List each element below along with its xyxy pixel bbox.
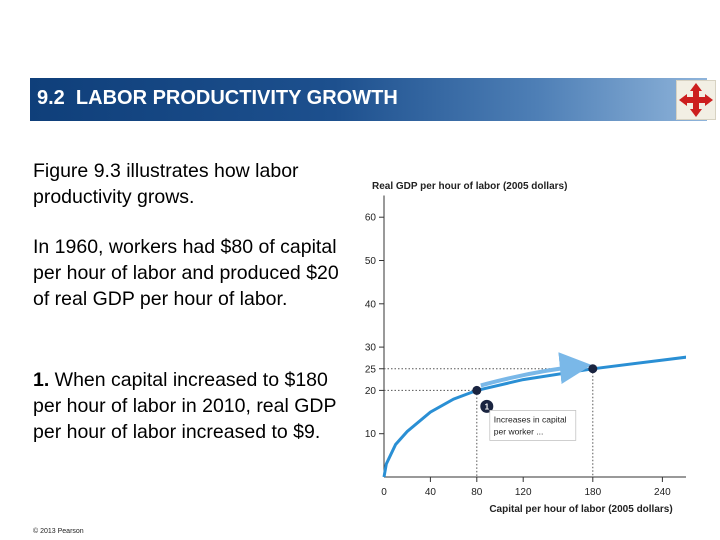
step-text: When capital increased to $180 per hour … [33,369,337,443]
y-tick-label: 40 [365,299,377,310]
x-tick-label: 80 [471,487,483,498]
annotation-marker [480,399,494,413]
paragraph-2010: 1. When capital increased to $180 per ho… [33,367,353,445]
chart-title: Real GDP per hour of labor (2005 dollars… [372,181,567,192]
x-tick-label: 180 [584,487,601,498]
four-way-arrows-icon [679,83,713,117]
x-tick-label: 120 [515,487,532,498]
pc0-curve [382,355,686,478]
y-tick-label: 60 [365,213,377,224]
title-bar: 9.2 LABOR PRODUCTIVITY GROWTH [30,78,707,121]
annotation-number: 1 [485,402,490,411]
annotation-callout: 1 Increases in capital per worker ... [480,399,577,441]
slide-title: 9.2 LABOR PRODUCTIVITY GROWTH [37,87,398,109]
shift-arrow [480,352,592,388]
copyright: © 2013 Pearson [33,528,84,535]
x-tick-label: 40 [425,487,437,498]
paragraph-1960: In 1960, workers had $80 of capital per … [33,236,339,310]
annotation-line1: Increases in capital [494,414,567,424]
y-tick-label: 25 [365,364,377,375]
y-tick-label: 50 [365,256,377,267]
data-point [472,385,482,395]
productivity-chart: Real GDP per hour of labor (2005 dollars… [365,181,686,515]
x-tick-label: 240 [654,487,671,498]
y-tick-label: 20 [365,386,377,397]
step-number: 1. [33,369,50,391]
annotation-box [489,410,577,441]
x-tick-label: 0 [381,487,387,498]
data-point [588,364,598,374]
y-tick-label: 10 [365,429,377,440]
paragraph-intro: Figure 9.3 illustrates how labor product… [33,160,299,208]
y-tick-label: 30 [365,343,377,354]
annotation-line2: per worker ... [494,426,544,436]
x-axis-label: Capital per hour of labor (2005 dollars) [489,504,672,515]
navigation-button[interactable] [676,80,716,120]
